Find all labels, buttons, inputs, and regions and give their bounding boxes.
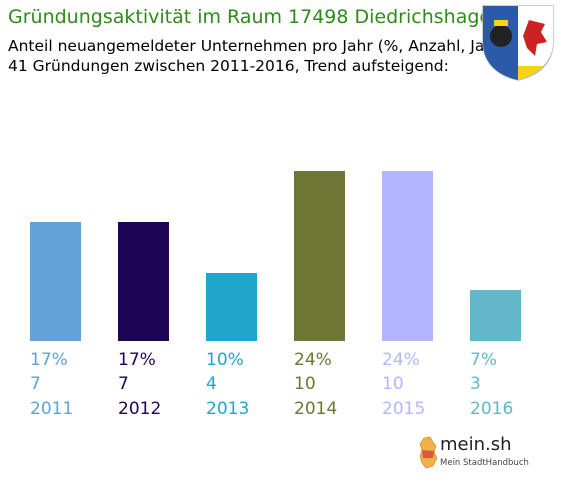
subtitle-line-1: Anteil neuangemeldeter Unternehmen pro J… bbox=[8, 37, 507, 55]
count-label-2013: 4 bbox=[206, 374, 217, 394]
percent-label-2011: 17% bbox=[30, 350, 68, 370]
brand-logo: mein.sh Mein StadtHandbuch bbox=[418, 434, 529, 472]
year-label-2012: 2012 bbox=[118, 399, 161, 419]
percent-label-2016: 7% bbox=[470, 350, 497, 370]
count-label-2014: 10 bbox=[294, 374, 316, 394]
coat-of-arms-icon bbox=[482, 5, 554, 81]
brand-name: mein.sh bbox=[440, 434, 512, 455]
count-label-2011: 7 bbox=[30, 374, 41, 394]
bar-2012 bbox=[118, 222, 169, 341]
subtitle-line-2: 41 Gründungen zwischen 2011-2016, Trend … bbox=[8, 57, 449, 75]
bar-2014 bbox=[294, 171, 345, 341]
percent-label-2014: 24% bbox=[294, 350, 332, 370]
percent-label-2013: 10% bbox=[206, 350, 244, 370]
year-label-2016: 2016 bbox=[470, 399, 513, 419]
count-label-2012: 7 bbox=[118, 374, 129, 394]
chart-subtitle: Anteil neuangemeldeter Unternehmen pro J… bbox=[8, 36, 507, 76]
count-label-2016: 3 bbox=[470, 374, 481, 394]
chart-title: Gründungsaktivität im Raum 17498 Diedric… bbox=[8, 6, 504, 28]
year-label-2011: 2011 bbox=[30, 399, 73, 419]
percent-label-2012: 17% bbox=[118, 350, 156, 370]
year-label-2013: 2013 bbox=[206, 399, 249, 419]
percent-label-2015: 24% bbox=[382, 350, 420, 370]
bar-2011 bbox=[30, 222, 81, 341]
year-label-2015: 2015 bbox=[382, 399, 425, 419]
bar-2013 bbox=[206, 273, 257, 341]
year-label-2014: 2014 bbox=[294, 399, 337, 419]
bar-2015 bbox=[382, 171, 433, 341]
germany-map-icon bbox=[419, 436, 438, 469]
brand-tagline: Mein StadtHandbuch bbox=[440, 458, 529, 468]
bar-2016 bbox=[470, 290, 521, 341]
count-label-2015: 10 bbox=[382, 374, 404, 394]
